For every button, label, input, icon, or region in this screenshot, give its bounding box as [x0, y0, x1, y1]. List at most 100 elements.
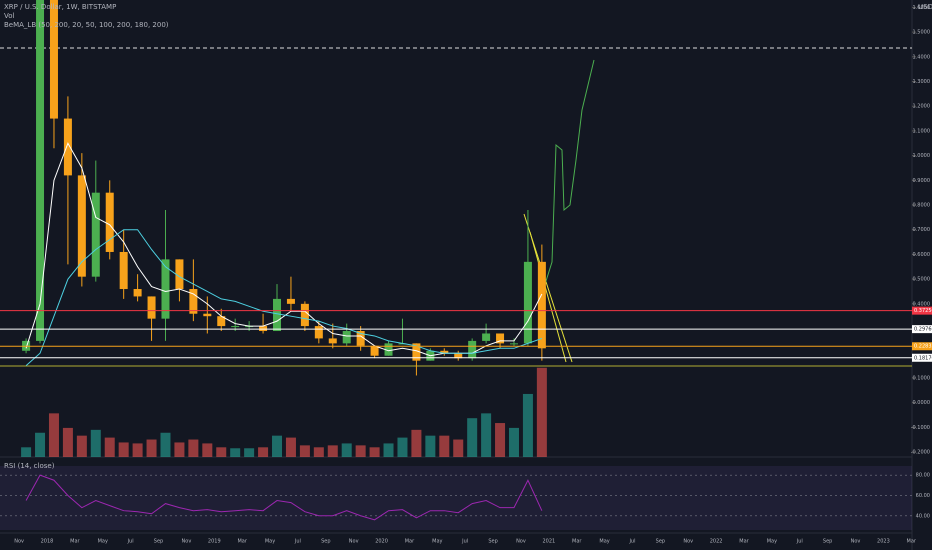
rsi-tick-label: 40.00 — [916, 513, 930, 519]
volume-bar — [383, 443, 394, 457]
candle-body — [286, 298, 295, 304]
candle-body — [440, 350, 449, 354]
volume-bar — [244, 448, 255, 457]
rsi-label: RSI (14, close) — [4, 462, 55, 470]
rsi-tick-label: 80.00 — [916, 473, 930, 479]
candle-body — [77, 175, 86, 277]
volume-bar — [285, 437, 296, 457]
symbol: XRP / U.S. Dollar, 1W, BITSTAMP — [4, 3, 116, 11]
x-tick-label: Sep — [154, 539, 163, 545]
volume-bar — [258, 447, 269, 457]
volume-bar — [146, 439, 157, 457]
candle-body — [175, 259, 184, 290]
x-tick-label: Nov — [683, 539, 693, 545]
y-tick-label: 1.0000 — [913, 153, 931, 159]
y-tick-label: 1.1000 — [913, 128, 931, 134]
volume-bar — [202, 443, 213, 457]
y-tick-label: 1.4000 — [913, 54, 931, 60]
candle-body — [203, 313, 212, 317]
volume-bar — [467, 418, 478, 457]
x-tick-label: 2018 — [41, 539, 54, 545]
candle-body — [147, 296, 156, 319]
volume-bar — [272, 435, 283, 457]
y-tick-label: 0.0000 — [913, 400, 931, 406]
volume-bar — [104, 437, 115, 457]
volume-bar — [230, 448, 241, 457]
candle-body — [384, 343, 393, 356]
volume-bar — [495, 423, 506, 457]
candle-body — [161, 259, 170, 319]
rsi-band — [0, 466, 912, 530]
x-tick-label: Nov — [851, 539, 861, 545]
x-tick-label: Sep — [321, 539, 330, 545]
volume-bar — [411, 429, 422, 457]
candle-body — [356, 331, 365, 346]
volume-bar — [536, 367, 547, 457]
candle-body — [217, 316, 226, 327]
y-tick-label: -0.1000 — [911, 425, 930, 431]
x-tick-label: Nov — [349, 539, 359, 545]
rsi-line — [25, 474, 543, 521]
x-tick-label: Mar — [237, 539, 247, 545]
candle-body — [91, 192, 100, 277]
candle-body — [314, 326, 323, 339]
candle-body — [119, 251, 128, 290]
x-tick-label: Jul — [628, 539, 635, 545]
price-pane — [22, 0, 546, 376]
trendline — [529, 231, 567, 363]
candle-body — [537, 261, 546, 349]
volume-label: Vol — [4, 12, 15, 20]
x-tick-label: Mar — [70, 539, 80, 545]
candle-body — [49, 0, 58, 119]
volume-bar — [397, 437, 408, 457]
candle-body — [482, 333, 491, 341]
volume-bar — [35, 432, 46, 457]
y-tick-label: -0.2000 — [911, 450, 930, 456]
y-tick-label: 1.3000 — [913, 79, 931, 85]
x-tick-label: Jul — [127, 539, 134, 545]
y-tick-label: 0.6000 — [913, 252, 931, 258]
candle-body — [300, 303, 309, 327]
x-tick-label: Nov — [516, 539, 526, 545]
volume-bar — [174, 442, 185, 457]
candle-body — [105, 192, 114, 252]
volume-bar — [355, 445, 366, 457]
volume-bar — [62, 427, 73, 457]
candle-body — [454, 353, 463, 359]
x-tick-label: 2021 — [542, 539, 555, 545]
price-tag — [912, 353, 932, 362]
x-tick-label: May — [432, 539, 442, 545]
volume-bar — [508, 427, 519, 457]
candle-body — [328, 338, 337, 344]
volume-bar — [327, 445, 338, 457]
volume-bar — [21, 447, 32, 457]
candle-body — [36, 0, 45, 341]
candle-body — [259, 326, 268, 332]
x-tick-label: 2019 — [208, 539, 221, 545]
x-tick-label: Jul — [461, 539, 468, 545]
candle-body — [370, 345, 379, 356]
x-tick-label: Mar — [572, 539, 582, 545]
volume-bar — [48, 413, 59, 457]
candle-body — [189, 289, 198, 314]
candle-body — [523, 261, 532, 344]
x-tick-label: May — [599, 539, 609, 545]
y-tick-label: 1.6000 — [913, 5, 931, 11]
volume-bar — [188, 439, 199, 457]
volume-bar — [439, 435, 450, 457]
y-tick-label: 1.5000 — [913, 30, 931, 36]
candle-body — [342, 331, 351, 344]
y-tick-label: 0.4000 — [913, 301, 931, 307]
x-tick-label: Sep — [656, 539, 665, 545]
volume-bar — [216, 447, 227, 457]
x-tick-label: 2022 — [710, 539, 723, 545]
y-tick-label: 0.1000 — [913, 375, 931, 381]
x-tick-label: Mar — [405, 539, 415, 545]
x-tick-label: Nov — [14, 539, 24, 545]
volume-bar — [369, 447, 380, 457]
candle-body — [412, 343, 421, 361]
candle-body — [468, 340, 477, 359]
candle-body — [133, 289, 142, 297]
